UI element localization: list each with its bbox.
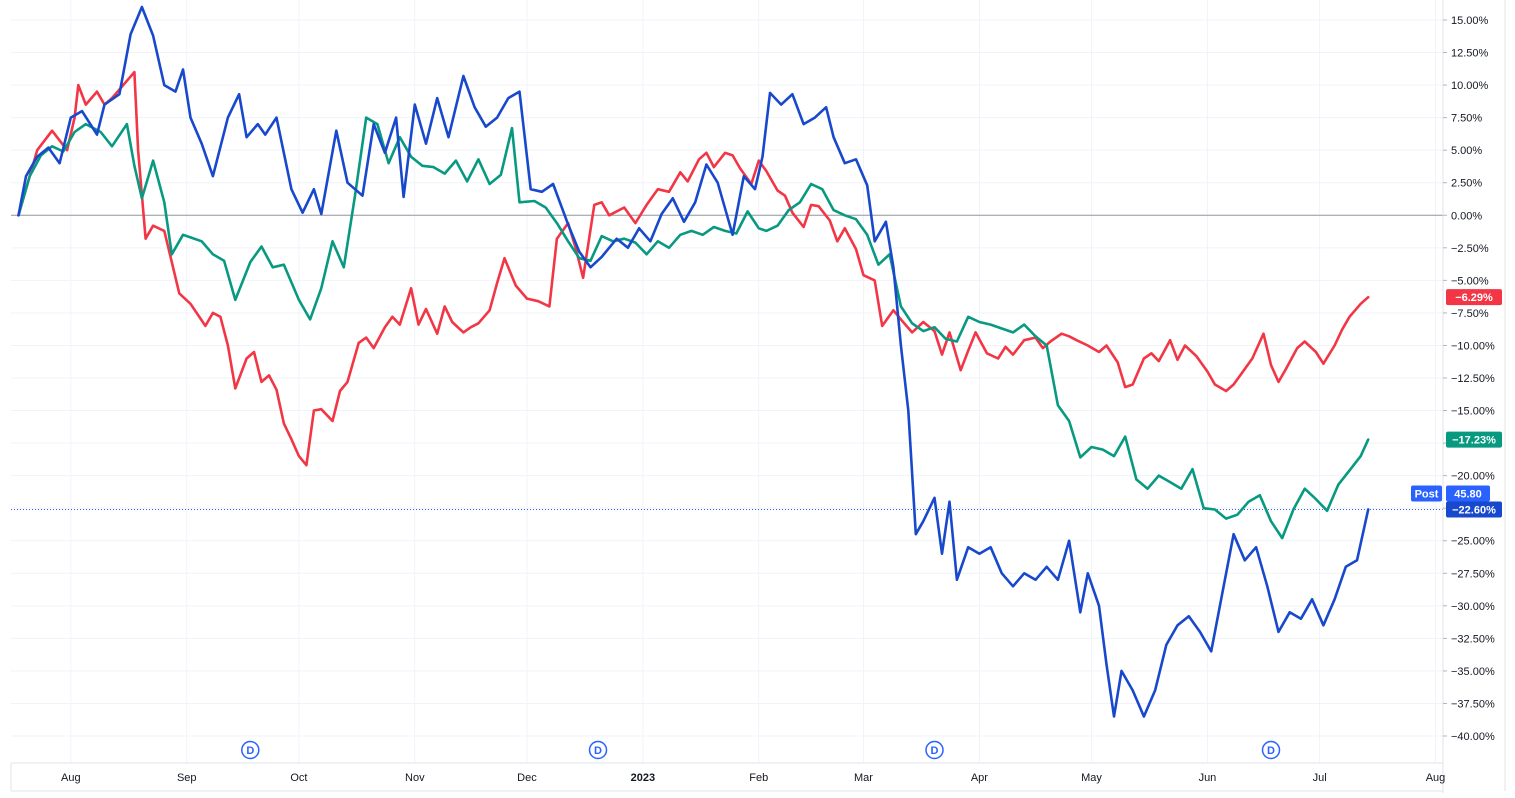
last-value-badges: −6.29% −17.23% −22.60% Post 45.80 [1411,289,1502,518]
post-market-badge: Post 45.80 [1411,485,1490,502]
series-lines [17,5,1370,718]
x-tick-label: Sep [177,772,197,784]
y-tick-label: 0.00% [1451,210,1482,222]
chart-frame [10,0,1515,793]
last-value-label: −17.23% [1452,435,1496,447]
y-tick-label: −30.00% [1451,601,1495,613]
series-line-3[interactable] [17,5,1370,718]
y-tick-label: −25.00% [1451,536,1495,548]
y-tick-label: −35.00% [1451,666,1495,678]
x-tick-label: Apr [971,772,988,784]
dividend-marker-label: D [594,745,602,757]
x-tick-label: 2023 [631,772,655,784]
x-tick-label: Jul [1313,772,1327,784]
x-tick-label: Jun [1199,772,1217,784]
series-line-2[interactable] [17,116,1370,540]
x-tick-label: Aug [61,772,81,784]
time-scale[interactable] [11,763,1443,791]
last-value-label: −6.29% [1455,292,1493,304]
post-market-value: 45.80 [1454,488,1482,500]
dividend-marker[interactable]: D [1261,740,1281,760]
post-market-label: Post [1415,488,1439,500]
price-scale[interactable] [1443,0,1515,763]
y-tick-label: −7.50% [1451,308,1489,320]
x-tick-label: Mar [854,772,873,784]
y-axis: 15.00% 12.50% 10.00% 7.50% 5.00% 2.50% 0.00% −2… [1443,15,1495,743]
y-tick-label: 5.00% [1451,145,1482,157]
x-tick-label: Aug [1426,772,1446,784]
y-tick-label: −12.50% [1451,373,1495,385]
y-tick-label: −37.50% [1451,698,1495,710]
y-tick-label: 15.00% [1451,15,1489,27]
y-tick-label: 10.00% [1451,80,1489,92]
x-tick-label: Feb [749,772,768,784]
x-tick-label: Oct [290,772,307,784]
y-tick-label: −10.00% [1451,340,1495,352]
x-tick-label: Nov [405,772,425,784]
last-value-badge: −6.29% [1446,289,1502,306]
y-tick-label: −5.00% [1451,275,1489,287]
y-tick-label: −32.50% [1451,633,1495,645]
y-tick-label: 7.50% [1451,113,1482,125]
last-value-badge: −17.23% [1446,431,1502,448]
y-tick-label: −40.00% [1451,731,1495,743]
dividend-marker-label: D [931,745,939,757]
y-tick-label: 2.50% [1451,178,1482,190]
last-value-badge: −22.60% [1446,501,1502,518]
y-tick-label: 12.50% [1451,48,1489,60]
y-tick-label: −15.00% [1451,406,1495,418]
y-tick-label: −20.00% [1451,471,1495,483]
y-tick-label: −2.50% [1451,243,1489,255]
x-tick-label: May [1081,772,1102,784]
dividend-marker[interactable]: D [588,740,608,760]
dividend-marker[interactable]: D [241,740,260,760]
last-value-label: −22.60% [1452,504,1496,516]
series-line-1[interactable] [17,70,1370,467]
dividend-marker[interactable]: D [925,740,944,760]
dividend-marker-label: D [1267,745,1275,757]
dividend-marker-label: D [246,745,254,757]
x-tick-label: Dec [517,772,537,784]
x-axis: Aug Sep Oct Nov Dec 2023 Feb Mar Apr May Jun Jul Aug [61,772,1445,784]
y-tick-label: −27.50% [1451,568,1495,580]
